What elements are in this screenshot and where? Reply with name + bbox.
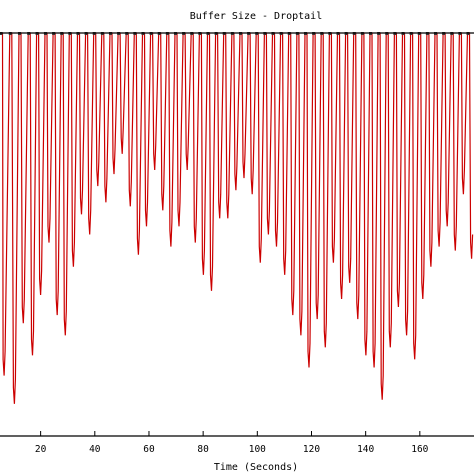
x-tick-label-60: 60 [143,444,155,455]
x-axis-label: Time (Seconds) [214,462,298,473]
series-layer [0,32,474,404]
x-tick-label-160: 160 [411,444,428,455]
x-tick-label-40: 40 [89,444,101,455]
chart-title: Buffer Size - Droptail [190,11,322,22]
x-axis-ticks: 20 40 60 80 100 120 140 160 [35,431,429,455]
buffer-size-series-line [0,32,474,404]
x-tick-label-140: 140 [357,444,374,455]
x-tick-label-100: 100 [249,444,266,455]
x-tick-label-120: 120 [303,444,320,455]
x-tick-label-20: 20 [35,444,47,455]
x-tick-label-80: 80 [197,444,209,455]
